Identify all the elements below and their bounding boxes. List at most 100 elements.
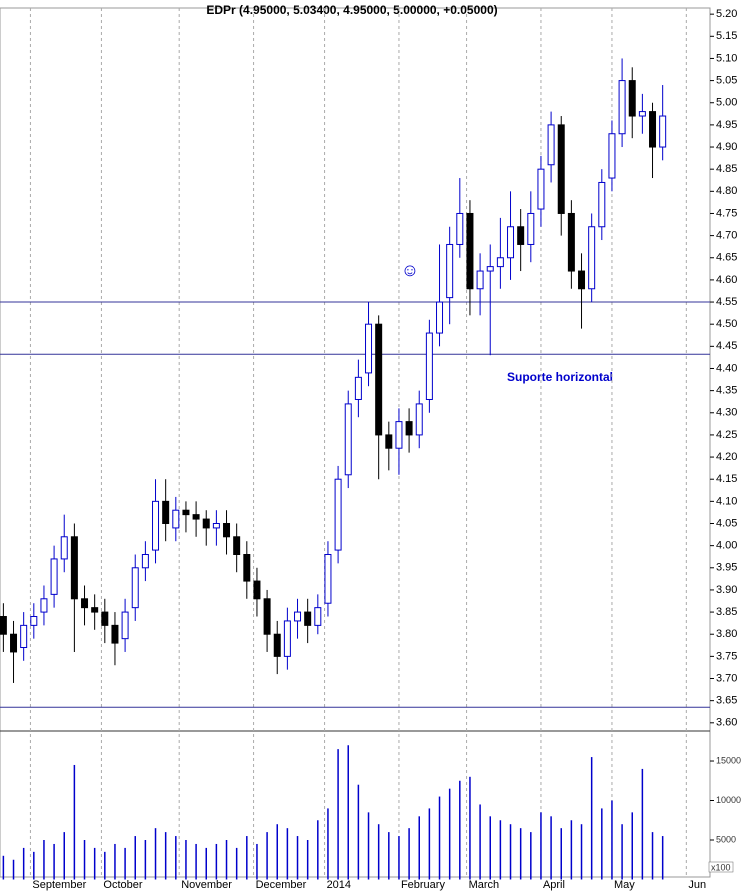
candle-body [547, 124, 555, 166]
y-tick-label: 3.65 [716, 695, 737, 707]
y-tick-label: 4.80 [716, 185, 737, 197]
candle-body [283, 620, 291, 657]
y-tick-label: 4.65 [716, 252, 737, 264]
x-tick-label: May [614, 879, 635, 891]
candle-body [618, 80, 626, 135]
candle-body [456, 212, 464, 245]
candle-body [385, 434, 393, 449]
x-tick-label: March [469, 879, 500, 891]
y-tick-label: 4.55 [716, 296, 737, 308]
y-tick-label: 4.10 [716, 495, 737, 507]
candle-body [537, 168, 545, 210]
candle-body [344, 403, 352, 476]
candle-body [202, 518, 210, 529]
candle-body [304, 611, 312, 626]
candle-body [405, 421, 413, 436]
x-tick-label: December [256, 879, 307, 891]
candle-body [81, 598, 89, 609]
volume-unit: x100 [711, 862, 731, 872]
candle-body [628, 80, 636, 117]
candle-body [101, 611, 109, 626]
candle-body [365, 323, 373, 374]
y-tick-label: 5.10 [716, 52, 737, 64]
x-tick-label: February [401, 879, 446, 891]
candle-body [141, 554, 149, 569]
y-tick-label: 3.70 [716, 672, 737, 684]
candle-body [638, 111, 646, 117]
y-tick-label: 5.00 [716, 97, 737, 109]
plot-frame [0, 7, 711, 878]
candle-body [314, 607, 322, 626]
y-tick-label: 4.35 [716, 385, 737, 397]
y-tick-label: 3.95 [716, 562, 737, 574]
candle-body [131, 567, 139, 609]
candle-body [294, 611, 302, 622]
y-tick-label: 4.50 [716, 318, 737, 330]
candle-body [70, 536, 78, 600]
candle-body [578, 270, 586, 290]
y-tick-label: 4.75 [716, 207, 737, 219]
candle-body [223, 522, 231, 538]
candle-body [486, 266, 494, 272]
annotation: Suporte horizontal [507, 370, 613, 384]
candle-body [598, 181, 606, 228]
y-tick-label: 4.05 [716, 517, 737, 529]
candle-body [354, 376, 362, 400]
x-tick-label: April [543, 879, 565, 891]
candle-body [30, 616, 38, 626]
candle-body [162, 500, 170, 524]
y-tick-label: 3.75 [716, 650, 737, 662]
candle-body [375, 323, 383, 436]
candle-body [0, 616, 7, 635]
candle-body [253, 580, 261, 600]
x-tick-label: September [32, 879, 86, 891]
y-tick-label: 3.90 [716, 584, 737, 596]
candle-body [111, 624, 119, 644]
candle-body [567, 212, 575, 272]
candle-body [91, 607, 99, 613]
candle-body [60, 536, 68, 560]
candle-body [588, 226, 596, 290]
candle-body [466, 212, 474, 290]
x-tick-label: November [181, 879, 232, 891]
candle-body [243, 554, 251, 582]
candle-body [121, 611, 129, 640]
y-tick-label: 5.20 [716, 8, 737, 20]
candle-body [649, 111, 657, 148]
x-tick-label: Jun [688, 879, 706, 891]
candle-body [50, 558, 58, 595]
x-tick-label: October [103, 879, 142, 891]
candle-body [20, 624, 28, 649]
candle-body [608, 133, 616, 179]
candle-body [192, 514, 200, 520]
candle-body [527, 212, 535, 245]
candle-body [273, 633, 281, 657]
candle-body [172, 509, 180, 529]
candle-body [40, 598, 48, 613]
candle-body [659, 115, 667, 148]
candle-body [557, 124, 565, 214]
candle-body [395, 421, 403, 449]
y-tick-label: 4.30 [716, 407, 737, 419]
y-tick-label: 4.60 [716, 274, 737, 286]
y-tick-label: 4.25 [716, 429, 737, 441]
candle-body [425, 332, 433, 400]
y2-tick-label: 5000 [716, 834, 736, 844]
y-tick-label: 3.60 [716, 717, 737, 729]
y2-tick-label: 15000 [716, 755, 741, 765]
x-tick-label: 2014 [327, 879, 351, 891]
candle-body [415, 403, 423, 436]
y-tick-label: 4.20 [716, 451, 737, 463]
y-tick-label: 3.80 [716, 628, 737, 640]
y-tick-label: 4.15 [716, 473, 737, 485]
y-tick-label: 5.15 [716, 30, 737, 42]
candle-body [507, 226, 515, 259]
y-tick-label: 4.40 [716, 362, 737, 374]
candle-body [212, 522, 220, 529]
y-tick-label: 4.85 [716, 163, 737, 175]
y-tick-label: 3.85 [716, 606, 737, 618]
candle-body [446, 243, 454, 299]
y-tick-label: 4.90 [716, 141, 737, 153]
candle-body [233, 536, 241, 556]
